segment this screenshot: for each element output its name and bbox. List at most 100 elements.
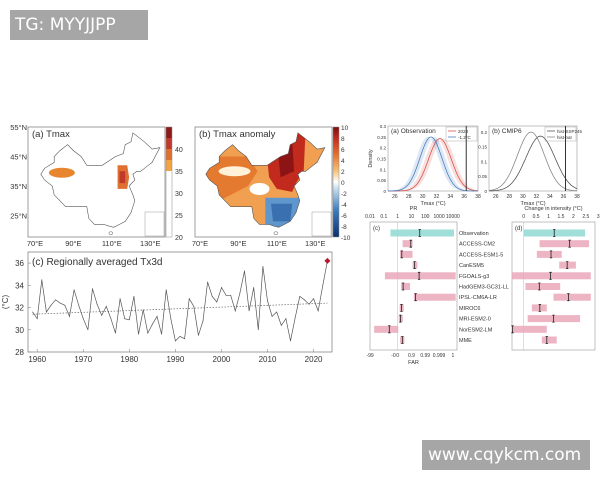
intensity-tick-label: 1.5 [557,214,564,220]
intensity-best-estimate [567,293,570,302]
far-axis-label: FAR [408,360,419,366]
intensity-best-estimate [568,239,571,248]
data-point [50,304,52,306]
x-tick-label: 28 [507,194,513,200]
x-tick-label: 1960 [28,355,46,364]
record-2023-marker [324,257,331,264]
pr-range-bar [390,229,454,237]
model-label: CanESM5 [459,263,484,269]
data-point [82,318,84,320]
pr-tick-label: 10 [409,214,415,220]
model-label: MME [459,338,472,344]
legend-label: hist-nat [557,135,573,140]
data-point [161,333,162,335]
data-point [32,311,34,313]
data-point [253,287,255,288]
data-point [78,304,80,306]
y-tick-label: 36 [15,259,24,268]
data-point [308,303,310,305]
data-point [138,333,139,335]
density-curve-0 [388,138,478,192]
data-point [188,298,190,300]
data-point [64,304,66,306]
pr-range-bar [401,283,411,290]
timeseries-panel [27,251,333,353]
y-axis-label: (°C) [1,295,10,310]
colorbar-tick-label: 8 [341,136,345,143]
intensity-change-panel [511,221,596,351]
data-point [124,318,126,320]
pr-range-bar [400,250,413,258]
data-point [41,279,43,281]
data-point [59,302,61,304]
colorbar-tick-label: 0 [341,180,345,187]
model-label: MRI-ESM2-0 [459,317,491,323]
colorbar-tick-label: -2 [341,191,347,198]
data-point [142,309,144,311]
colorbar-tick-label: -10 [341,235,351,242]
plot-frame [488,125,578,192]
x-tick-label: 26 [392,194,398,200]
x-tick-label: 38 [574,194,580,200]
lon-tick-label: 110°E [267,239,287,248]
y-tick-label: 0 [383,189,386,194]
data-point [92,288,93,290]
y-tick-label: 30 [15,326,24,335]
data-point [285,318,287,320]
data-point [230,294,232,296]
watermark-top-left: TG: MYYJJPP [10,10,148,40]
intensity-tick-label: 1 [547,214,550,220]
data-point [55,299,57,301]
data-point [216,301,218,303]
colorbar-tmax [165,126,173,238]
colorbar-tick-label: 20 [175,235,183,242]
china-outline [205,132,326,228]
panel-title: (c) Regionally averaged Tx3d [32,257,162,268]
model-label: IPSL-CM6A-LR [459,295,497,301]
intensity-tick-label: 0 [522,214,525,220]
data-point [244,270,245,272]
panel-title: (a) Observation [391,128,436,135]
intensity-range-bar [553,293,591,301]
intensity-best-estimate [511,325,514,334]
pr-range-bar [413,293,456,301]
x-tick-label: 28 [406,194,412,200]
pr-best-estimate [414,293,417,302]
plot-frame [27,251,333,353]
data-point [271,316,273,317]
data-point [101,314,103,316]
data-point [290,340,291,342]
pr-best-estimate [409,239,412,248]
pr-best-estimate [400,250,403,259]
x-tick-label: 32 [434,194,440,200]
colorbar-tick-label: 25 [175,213,183,220]
data-point [313,298,314,300]
data-point [73,289,75,291]
intensity-best-estimate [553,229,556,237]
pr-best-estimate [401,336,404,344]
density-curve-1 [388,136,478,192]
probability-ratio-panel [369,221,458,351]
density-curve-1 [488,131,577,192]
intensity-tick-label: 2 [572,214,575,220]
data-point [239,292,241,294]
lon-tick-label: 90°E [65,239,81,248]
map-tmax [27,126,166,238]
lat-tick-label: 45°N [10,153,27,162]
data-point [110,318,112,320]
colorbar-tick-label: 2 [341,169,345,176]
colorbar-tick-label: 4 [341,158,345,165]
pr-range-bar [402,240,413,248]
intensity-range-bar [541,336,557,344]
china-outline [40,132,161,228]
data-point [184,338,186,340]
y-tick-label: 0.25 [377,135,386,140]
panel-title: (c) [373,226,380,232]
x-tick-label: 30 [420,194,426,200]
x-tick-label: 30 [520,194,526,200]
map-title: (a) Tmax [32,129,70,140]
y-tick-label: 0.2 [481,130,488,135]
colorbar-tick-label: 30 [175,191,183,198]
pr-best-estimate [418,229,421,237]
data-point [221,287,222,288]
